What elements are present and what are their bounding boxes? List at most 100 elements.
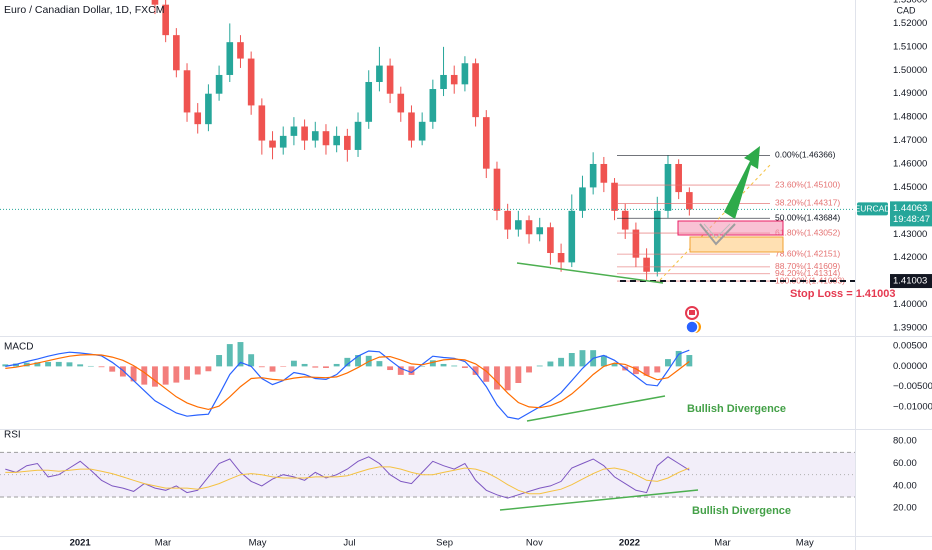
histogram-bar bbox=[665, 359, 671, 367]
candle-body bbox=[675, 163, 682, 193]
candle-body bbox=[482, 117, 490, 169]
histogram-bar bbox=[184, 366, 190, 380]
candle-body bbox=[664, 163, 672, 211]
y-tick-label: 1.43000 bbox=[893, 229, 927, 240]
candle-body bbox=[173, 35, 180, 71]
histogram-bar bbox=[301, 363, 308, 367]
histogram-bar bbox=[333, 363, 340, 367]
candle-body bbox=[408, 112, 415, 141]
symbol-label: EURCAD bbox=[855, 204, 891, 214]
annotation: Bullish Divergence bbox=[692, 505, 791, 517]
y-tick-label: 1.49000 bbox=[893, 88, 927, 99]
histogram-bar bbox=[34, 362, 41, 367]
y-tick-label: 1.42000 bbox=[893, 252, 927, 263]
x-tick-label: Nov bbox=[526, 538, 543, 549]
histogram-bar bbox=[632, 366, 639, 375]
candle-body bbox=[418, 121, 426, 141]
histogram-bar bbox=[611, 363, 618, 367]
candle-body bbox=[386, 65, 394, 94]
rsi-line bbox=[5, 466, 690, 495]
fib-label: 0.00%(1.46366) bbox=[775, 150, 836, 160]
zigzag bbox=[699, 223, 736, 246]
x-tick-label: May bbox=[796, 538, 814, 549]
x-tick-label: Mar bbox=[714, 538, 730, 549]
fib-label: 23.60%(1.45100) bbox=[775, 179, 840, 189]
axes: 1.390001.400001.410001.420001.430001.440… bbox=[70, 0, 932, 549]
candle-body bbox=[205, 93, 212, 125]
histogram-bar bbox=[547, 361, 554, 367]
x-tick-label: Mar bbox=[155, 538, 171, 549]
y-tick-label: 1.40000 bbox=[893, 299, 927, 310]
candle-body bbox=[322, 131, 330, 146]
candle-body bbox=[643, 257, 650, 272]
candle-body bbox=[237, 42, 244, 59]
y-tick-label: 1.50000 bbox=[893, 65, 927, 76]
histogram-bar bbox=[66, 362, 73, 367]
fib-label: 94.20%(1.41314) bbox=[775, 268, 840, 278]
histogram-bar bbox=[355, 355, 361, 367]
y-tick-label: −0.01000 bbox=[893, 401, 932, 412]
histogram-bar bbox=[23, 362, 30, 367]
y-tick-label: 1.46000 bbox=[893, 159, 927, 170]
y-tick-label: 1.47000 bbox=[893, 135, 927, 146]
histogram-bar bbox=[440, 363, 447, 367]
histogram-bar bbox=[643, 366, 650, 376]
histogram-bar bbox=[130, 366, 137, 382]
candle-body bbox=[440, 74, 447, 90]
candle-body bbox=[269, 140, 276, 148]
stop-loss-tag bbox=[890, 274, 932, 289]
trend-line bbox=[499, 489, 699, 511]
candle-body bbox=[589, 163, 597, 188]
histogram-bar bbox=[568, 353, 575, 367]
trend-line bbox=[516, 262, 664, 284]
candle-body bbox=[686, 192, 693, 210]
candle-body bbox=[397, 93, 405, 113]
histogram-bar bbox=[55, 361, 62, 367]
x-tick-label: Sep bbox=[436, 538, 453, 549]
histogram-bar bbox=[258, 366, 265, 368]
histogram-bar bbox=[376, 361, 383, 367]
rsi-line bbox=[5, 456, 690, 499]
x-tick-label: May bbox=[249, 538, 267, 549]
y-tick-label: 1.45000 bbox=[893, 182, 927, 193]
histogram-bar bbox=[87, 365, 94, 367]
x-tick-label: 2022 bbox=[619, 538, 640, 549]
candle-body bbox=[536, 227, 544, 235]
histogram-bar bbox=[152, 366, 158, 387]
histogram-bar bbox=[162, 366, 169, 385]
histogram-bar bbox=[237, 342, 244, 367]
candle-body bbox=[258, 105, 266, 141]
histogram-bar bbox=[451, 365, 458, 367]
y-tick-label: 1.48000 bbox=[893, 112, 927, 123]
candle-body bbox=[247, 58, 255, 106]
histogram-bar bbox=[536, 365, 543, 367]
histogram-bar bbox=[2, 364, 9, 367]
histogram-bar bbox=[408, 366, 415, 375]
histogram-bar bbox=[312, 366, 319, 368]
histogram-bar bbox=[344, 357, 351, 367]
histogram-bar bbox=[194, 366, 201, 375]
candle-body bbox=[547, 227, 554, 254]
candle-body bbox=[226, 42, 234, 75]
histogram-bar bbox=[226, 344, 233, 367]
event-icon bbox=[685, 320, 699, 334]
candle-body bbox=[568, 210, 576, 263]
y-tick-label: 1.51000 bbox=[893, 41, 927, 52]
histogram-bar bbox=[419, 365, 426, 367]
fib-label: 61.80%(1.43052) bbox=[775, 227, 840, 237]
histogram-bar bbox=[205, 366, 212, 372]
candle-body bbox=[525, 220, 533, 235]
histogram-bar bbox=[119, 366, 126, 377]
histogram-bar bbox=[515, 366, 522, 383]
histogram-bar bbox=[429, 360, 436, 367]
trend-line bbox=[526, 395, 666, 422]
price-label: 1.44063 bbox=[893, 203, 927, 214]
histogram-bar bbox=[504, 366, 511, 391]
y-tick-label: 40.00 bbox=[893, 480, 917, 491]
candle-body bbox=[461, 63, 469, 85]
histogram-bar bbox=[387, 366, 394, 371]
histogram-bar bbox=[558, 357, 565, 367]
support-zone bbox=[689, 236, 784, 253]
candle-body bbox=[611, 182, 618, 211]
